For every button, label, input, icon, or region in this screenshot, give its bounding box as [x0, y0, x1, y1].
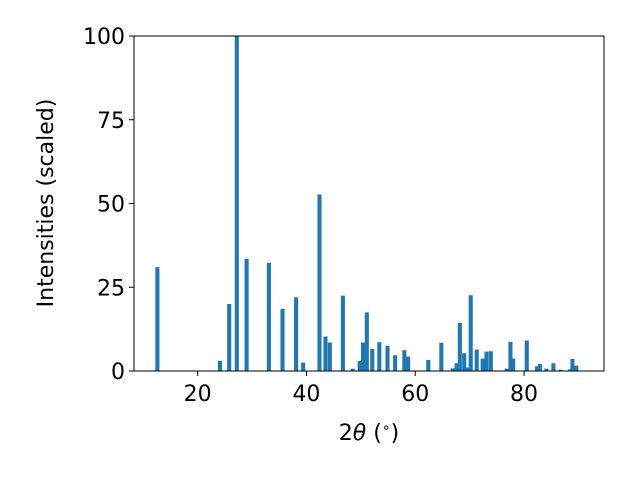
bar — [370, 348, 375, 371]
x-axis-label: 2θ (∘) — [339, 420, 399, 446]
y-tick-label: 0 — [111, 360, 125, 385]
bar — [535, 366, 540, 371]
bar — [340, 295, 345, 372]
bar — [484, 351, 489, 371]
bar — [568, 369, 573, 371]
bar — [454, 363, 459, 371]
y-tick-label: 100 — [83, 25, 125, 50]
bar — [537, 363, 542, 371]
bar — [393, 355, 398, 371]
plot-area-frame — [133, 35, 605, 372]
y-tick-label: 50 — [97, 193, 125, 218]
bar — [464, 367, 469, 371]
bar — [468, 295, 473, 371]
bar — [570, 358, 575, 371]
bar — [217, 360, 222, 371]
x-axis-label-part: ∘ — [382, 420, 391, 436]
bars-group — [155, 36, 579, 372]
bar — [558, 369, 563, 371]
bar — [462, 353, 467, 371]
bar — [360, 342, 366, 371]
x-axis-label-part: ( — [366, 421, 382, 446]
bar — [364, 312, 369, 372]
bar — [450, 368, 455, 371]
ticks-group: 20 40 60 80 0 25 50 75 100 — [83, 25, 538, 407]
bar — [280, 309, 285, 371]
bar — [244, 258, 249, 371]
bar — [227, 304, 232, 371]
bar — [350, 368, 355, 371]
bar — [357, 360, 362, 371]
x-tick-label: 20 — [184, 382, 212, 407]
bar — [474, 349, 479, 371]
y-tick-label: 75 — [97, 109, 125, 134]
bar — [511, 358, 516, 371]
bar — [508, 341, 513, 371]
y-axis-label: Intensities (scaled) — [34, 99, 59, 308]
bar — [457, 322, 462, 371]
bar — [439, 342, 444, 371]
bar — [301, 362, 306, 372]
bar — [377, 342, 382, 371]
bar — [327, 342, 332, 371]
x-tick-label: 60 — [401, 382, 429, 407]
bar — [480, 358, 485, 371]
x-tick-label: 80 — [510, 382, 538, 407]
bar — [406, 356, 411, 371]
x-axis-label-part: θ — [353, 421, 367, 446]
bar — [323, 336, 328, 371]
x-axis-label-part: ) — [391, 421, 400, 446]
y-tick-label: 25 — [97, 276, 125, 301]
bar — [385, 345, 390, 372]
bar — [488, 351, 493, 371]
x-tick-label: 40 — [292, 382, 320, 407]
bar — [426, 359, 431, 371]
bar — [402, 350, 407, 371]
bar — [504, 368, 509, 371]
bar — [266, 262, 271, 371]
bar — [574, 365, 579, 371]
x-axis-label-part: 2 — [339, 421, 353, 446]
bar — [155, 267, 160, 371]
bar — [294, 297, 299, 371]
bar — [234, 36, 239, 371]
bar — [317, 194, 322, 371]
bar — [524, 340, 529, 371]
bar — [551, 363, 556, 371]
bar — [544, 368, 549, 371]
